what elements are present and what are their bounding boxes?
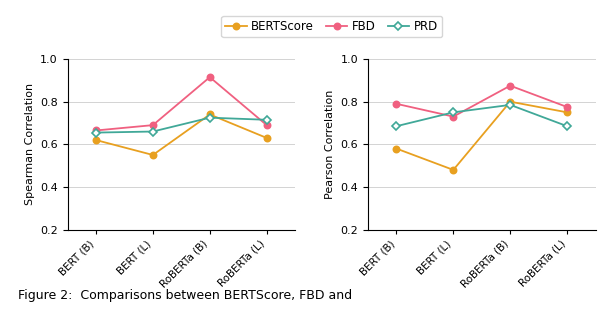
Y-axis label: Spearman Correlation: Spearman Correlation bbox=[25, 83, 34, 205]
Text: Figure 2:  Comparisons between BERTScore, FBD and: Figure 2: Comparisons between BERTScore,… bbox=[18, 289, 352, 302]
Legend: BERTScore, FBD, PRD: BERTScore, FBD, PRD bbox=[221, 16, 442, 37]
Y-axis label: Pearson Correlation: Pearson Correlation bbox=[325, 90, 335, 199]
